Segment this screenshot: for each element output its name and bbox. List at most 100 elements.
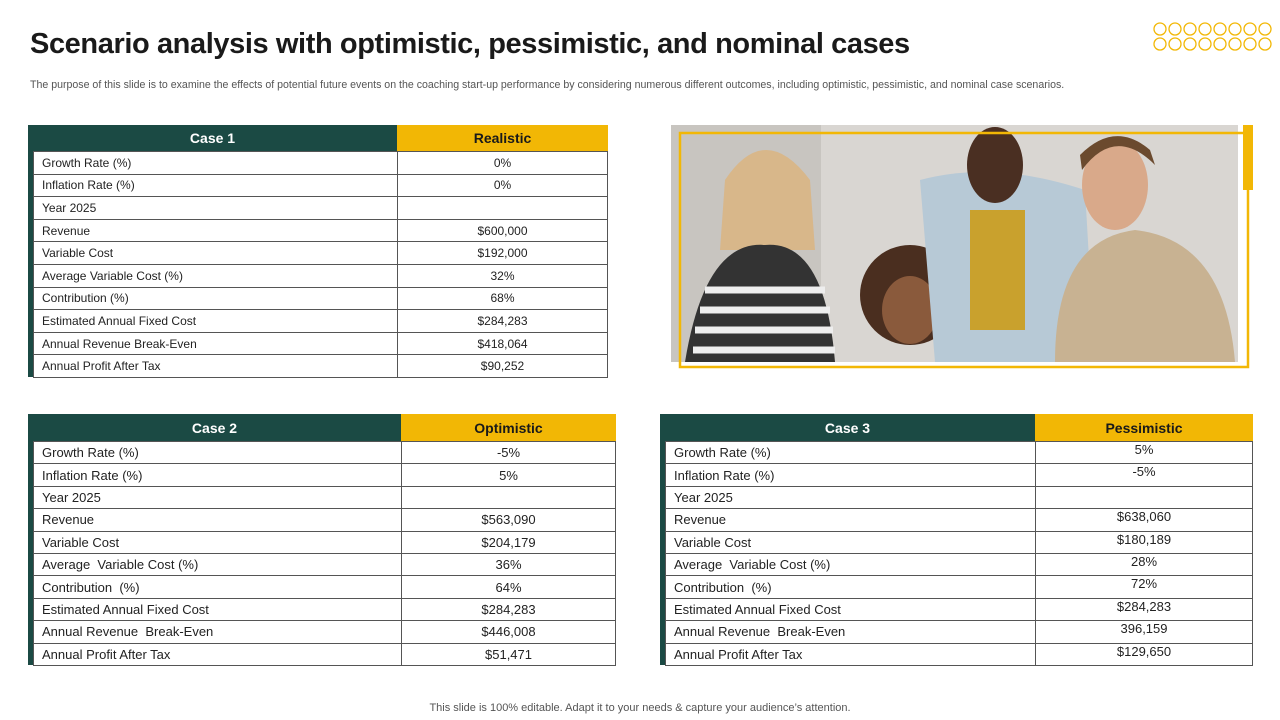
left-strip [660,441,665,665]
label-cell: Growth Rate (%) [33,151,398,175]
decor-circle [1258,22,1272,36]
decor-circle [1153,22,1167,36]
label-cell: Revenue [665,508,1036,532]
value-cell: 5% [401,463,616,487]
label-cell: Annual Revenue Break-Even [33,620,402,644]
label-cell: Inflation Rate (%) [33,463,402,487]
label-cell: Revenue [33,218,398,243]
decor-circle [1243,37,1257,51]
label-cell: Year 2025 [33,196,398,220]
decor-circle [1168,37,1182,51]
value-cell: 32% [397,264,608,288]
hair4 [1080,136,1155,170]
photo-frame [678,131,1250,369]
decor-circle [1183,37,1197,51]
shirt3 [970,210,1025,330]
header-cell: Realistic [397,125,608,151]
table: Case 1 Realistic Growth Rate (%) 0% Inflatio… [28,125,608,378]
value-cell: $129,650 [1035,642,1253,666]
value-cell: 5% [1035,441,1253,465]
decor-circle [1213,37,1227,51]
decor-circle [1258,37,1272,51]
table: Case 2 Optimistic Growth Rate (%) -5% Inflat… [28,414,616,666]
title: Scenario analysis with optimistic, pessi… [30,28,910,60]
decor-circle [1228,22,1242,36]
label-cell: Estimated Annual Fixed Cost [33,309,398,333]
header-cell: Case 3 [660,414,1035,441]
value-cell: $418,064 [397,331,608,356]
table: Case 3 Pessimistic Growth Rate (%) 5% Inflat… [660,414,1253,666]
decor-circle [1153,37,1167,51]
label-cell: Estimated Annual Fixed Cost [665,597,1036,622]
left-strip [28,151,33,377]
label-cell: Year 2025 [33,485,402,510]
label-cell: Annual Revenue Break-Even [665,620,1036,644]
value-cell: $284,283 [1035,597,1253,622]
label-cell: Contribution (%) [665,575,1036,599]
value-cell: $446,008 [401,620,616,644]
value-cell: $192,000 [397,241,608,265]
value-cell [397,196,608,220]
decor-circle [1168,22,1182,36]
value-cell: 64% [401,575,616,599]
value-cell: -5% [1035,463,1253,487]
label-cell: Inflation Rate (%) [33,173,398,198]
footer: This slide is 100% editable. Adapt it to… [429,702,851,714]
hair [720,150,815,250]
label-cell: Annual Profit After Tax [33,354,398,378]
value-cell: $638,060 [1035,508,1253,532]
value-cell: 396,159 [1035,620,1253,644]
decor-circles [1153,22,1272,51]
decor-circle [1198,37,1212,51]
value-cell: $51,471 [401,642,616,666]
value-cell [401,485,616,510]
value-cell: 0% [397,173,608,198]
value-cell [1035,485,1253,510]
person2 [882,276,938,344]
label-cell: Revenue [33,508,402,532]
subtitle: The purpose of this slide is to examine … [30,79,1065,91]
accent-bar [1243,125,1253,190]
label-cell: Growth Rate (%) [665,441,1036,465]
value-cell: 68% [397,286,608,311]
value-cell: $284,283 [401,597,616,622]
value-cell: $284,283 [397,309,608,333]
value-cell: $90,252 [397,354,608,378]
head4 [1082,140,1148,230]
header-cell: Case 2 [28,414,401,441]
label-cell: Contribution (%) [33,286,398,311]
value-cell: 28% [1035,553,1253,577]
label-cell: Year 2025 [665,485,1036,510]
decor-circle [1228,37,1242,51]
left-strip [28,441,33,665]
label-cell: Variable Cost [33,530,402,554]
value-cell: 36% [401,553,616,577]
decor-circle [1213,22,1227,36]
decor-circle [1198,22,1212,36]
head3 [967,127,1023,203]
label-cell: Estimated Annual Fixed Cost [33,597,402,622]
value-cell: $180,189 [1035,530,1253,554]
label-cell: Contribution (%) [33,575,402,599]
label-cell: Annual Profit After Tax [665,642,1036,666]
label-cell: Average Variable Cost (%) [33,553,402,577]
label-cell: Annual Revenue Break-Even [33,331,398,356]
value-cell: 72% [1035,575,1253,599]
decor-circle [1183,22,1197,36]
person4 [1055,230,1235,362]
header-cell: Optimistic [401,414,616,441]
label-cell: Annual Profit After Tax [33,642,402,666]
header-cell: Case 1 [28,125,397,151]
photo [671,125,1253,369]
stripes [693,286,835,354]
value-cell: $204,179 [401,530,616,554]
label-cell: Variable Cost [665,530,1036,554]
label-cell: Average Variable Cost (%) [33,264,398,288]
label-cell: Inflation Rate (%) [665,463,1036,487]
value-cell: -5% [401,441,616,465]
header-cell: Pessimistic [1035,414,1253,441]
label-cell: Average Variable Cost (%) [665,553,1036,577]
label-cell: Variable Cost [33,241,398,265]
label-cell: Growth Rate (%) [33,441,402,465]
